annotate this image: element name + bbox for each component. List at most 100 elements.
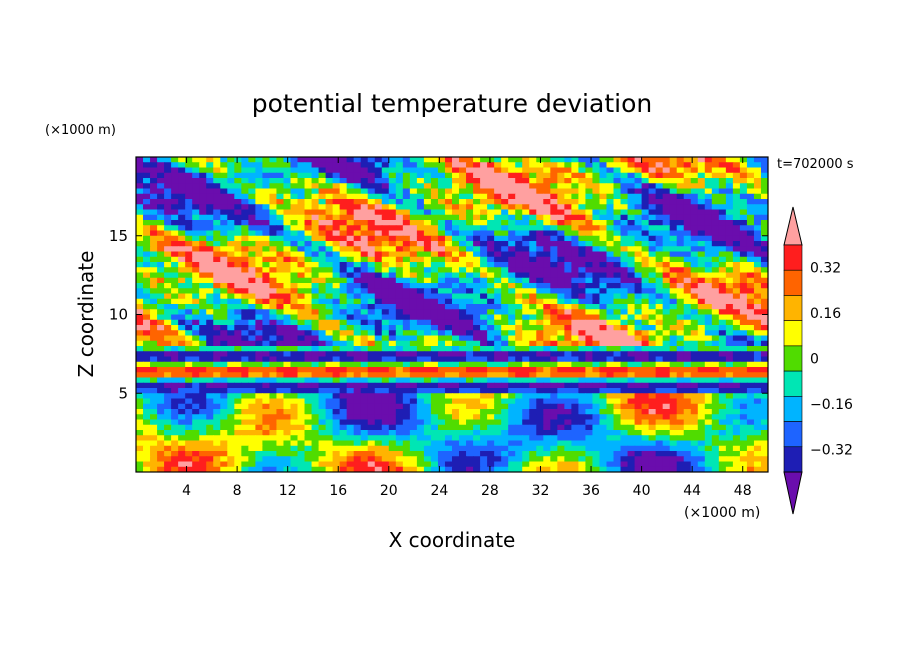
heatmap-cell xyxy=(641,172,650,179)
heatmap-cell xyxy=(164,435,172,442)
heatmap-cell xyxy=(676,262,685,268)
heatmap-cell xyxy=(220,430,228,436)
heatmap-cell xyxy=(725,241,734,247)
heatmap-cell xyxy=(564,325,572,331)
heatmap-cell xyxy=(143,209,151,216)
heatmap-cell xyxy=(746,419,755,426)
heatmap-cell xyxy=(536,424,544,431)
heatmap-cell xyxy=(697,167,706,174)
heatmap-cell xyxy=(641,162,650,169)
heatmap-cell xyxy=(466,199,474,205)
heatmap-cell xyxy=(487,330,495,337)
heatmap-cell xyxy=(508,246,516,253)
heatmap-cell xyxy=(641,183,650,190)
heatmap-cell xyxy=(143,235,151,242)
heatmap-cell xyxy=(473,335,481,342)
heatmap-cell xyxy=(571,220,579,226)
heatmap-cell xyxy=(304,393,313,400)
heatmap-cell xyxy=(494,309,502,316)
heatmap-cell xyxy=(585,403,594,410)
heatmap-cell xyxy=(459,419,467,426)
heatmap-cell xyxy=(466,298,474,305)
heatmap-cell xyxy=(613,346,622,352)
heatmap-cell xyxy=(269,393,278,400)
heatmap-cell xyxy=(276,262,285,268)
heatmap-cell xyxy=(718,267,727,274)
heatmap-cell xyxy=(718,293,727,300)
heatmap-cell xyxy=(494,304,502,310)
heatmap-cell xyxy=(557,172,565,179)
heatmap-cell xyxy=(192,277,200,284)
heatmap-cell xyxy=(297,309,306,316)
heatmap-cell xyxy=(143,398,151,405)
heatmap-cell xyxy=(178,309,186,316)
heatmap-cell xyxy=(543,351,551,358)
heatmap-cell xyxy=(739,204,748,211)
heatmap-cell xyxy=(480,262,488,268)
heatmap-cell xyxy=(276,398,285,405)
heatmap-cell xyxy=(374,157,383,163)
heatmap-cell xyxy=(325,330,334,337)
heatmap-cell xyxy=(634,430,643,436)
heatmap-cell xyxy=(690,230,699,237)
heatmap-cell xyxy=(437,157,446,163)
heatmap-cell xyxy=(571,209,579,216)
heatmap-cell xyxy=(444,356,453,363)
heatmap-cell xyxy=(648,256,657,263)
heatmap-cell xyxy=(487,435,495,442)
heatmap-cell xyxy=(206,409,214,415)
heatmap-cell xyxy=(262,172,271,179)
heatmap-cell xyxy=(550,183,558,190)
heatmap-cell xyxy=(423,178,432,184)
heatmap-cell xyxy=(606,367,615,373)
heatmap-cell xyxy=(269,430,278,436)
heatmap-cell xyxy=(283,398,292,405)
heatmap-cell xyxy=(501,298,509,305)
heatmap-cell xyxy=(276,214,285,221)
heatmap-cell xyxy=(339,388,348,394)
heatmap-cell xyxy=(339,204,348,211)
heatmap-cell xyxy=(543,377,551,384)
heatmap-cell xyxy=(480,288,488,295)
heatmap-cell xyxy=(452,430,460,436)
heatmap-cell xyxy=(311,335,320,342)
heatmap-cell xyxy=(248,288,256,295)
heatmap-cell xyxy=(416,267,425,274)
heatmap-cell xyxy=(248,241,256,247)
heatmap-cell xyxy=(571,435,579,442)
heatmap-cell xyxy=(297,209,306,216)
heatmap-cell xyxy=(311,204,320,211)
heatmap-cell xyxy=(522,393,530,400)
heatmap-cell xyxy=(304,220,313,226)
heatmap-cell xyxy=(346,178,355,184)
heatmap-cell xyxy=(522,340,530,347)
heatmap-cell xyxy=(501,419,509,426)
heatmap-cell xyxy=(262,419,271,426)
heatmap-cell xyxy=(360,183,369,190)
heatmap-cell xyxy=(234,209,242,216)
heatmap-cell xyxy=(248,419,256,426)
heatmap-cell xyxy=(437,325,446,331)
heatmap-cell xyxy=(423,388,432,394)
heatmap-cell xyxy=(437,351,446,358)
heatmap-cell xyxy=(543,424,551,431)
heatmap-cell xyxy=(157,272,165,279)
heatmap-cell xyxy=(150,209,158,216)
heatmap-cell xyxy=(676,409,685,415)
heatmap-cell xyxy=(676,157,685,163)
heatmap-cell xyxy=(515,277,523,284)
heatmap-cell xyxy=(311,193,320,200)
heatmap-cell xyxy=(192,351,200,358)
heatmap-cell xyxy=(760,361,768,368)
heatmap-cell xyxy=(283,414,292,421)
heatmap-cell xyxy=(585,414,594,421)
heatmap-cell xyxy=(353,377,362,384)
heatmap-cell xyxy=(416,435,425,442)
heatmap-cell xyxy=(739,403,748,410)
heatmap-cell xyxy=(220,398,228,405)
heatmap-cell xyxy=(480,372,488,379)
heatmap-cell xyxy=(550,235,558,242)
heatmap-cell xyxy=(599,267,608,274)
heatmap-cell xyxy=(550,283,558,289)
heatmap-cell xyxy=(192,335,200,342)
